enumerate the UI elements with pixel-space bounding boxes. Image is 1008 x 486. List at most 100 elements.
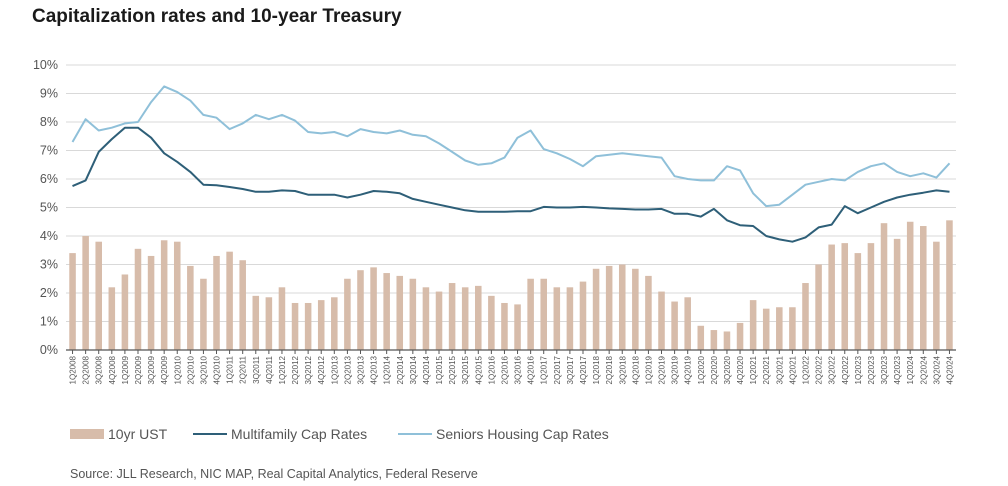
bar-10yr-ust — [802, 283, 809, 350]
x-tick-label: 4Q2021 — [788, 355, 797, 384]
x-tick-label: 3Q2016 — [514, 355, 523, 384]
x-tick-label: 4Q2009 — [160, 355, 169, 384]
bar-10yr-ust — [95, 241, 102, 350]
bar-10yr-ust — [658, 291, 665, 350]
bar-10yr-ust — [579, 281, 587, 350]
bar-10yr-ust — [540, 278, 547, 350]
x-tick-label: 3Q2022 — [828, 355, 837, 384]
x-tick-label: 1Q2022 — [802, 355, 811, 384]
x-tick-label: 4Q2011 — [265, 355, 274, 383]
legend-label: 10yr UST — [108, 426, 168, 442]
x-tick-label: 3Q2011 — [252, 355, 261, 383]
y-tick-label: 5% — [40, 201, 58, 215]
bar-10yr-ust — [160, 240, 168, 350]
bar-10yr-ust — [632, 268, 639, 350]
bar-10yr-ust — [239, 260, 246, 350]
bar-10yr-ust — [854, 253, 862, 350]
bar-10yr-ust — [461, 287, 469, 350]
bar-10yr-ust — [344, 278, 351, 350]
x-tick-label: 1Q2023 — [854, 355, 863, 384]
x-tick-label: 3Q2008 — [95, 355, 104, 384]
bar-10yr-ust — [448, 283, 456, 350]
bar-10yr-ust — [187, 265, 194, 350]
x-tick-label: 2Q2023 — [867, 355, 876, 384]
x-tick-label: 4Q2020 — [736, 355, 745, 384]
y-tick-label: 0% — [40, 343, 58, 357]
bar-10yr-ust — [920, 226, 927, 350]
x-tick-label: 1Q2021 — [749, 355, 758, 384]
x-tick-label: 4Q2024 — [946, 355, 955, 384]
y-tick-label: 6% — [40, 172, 58, 186]
y-tick-label: 1% — [40, 315, 58, 329]
x-tick-label: 4Q2014 — [422, 355, 431, 384]
y-tick-label: 4% — [40, 229, 58, 243]
x-tick-label: 2Q2014 — [396, 355, 405, 384]
x-tick-label: 4Q2019 — [684, 355, 693, 384]
bar-10yr-ust — [252, 295, 260, 350]
bar-10yr-ust — [749, 300, 757, 350]
bar-10yr-ust — [828, 244, 835, 350]
x-tick-label: 4Q2018 — [631, 355, 640, 384]
bar-10yr-ust — [933, 241, 940, 350]
x-tick-label: 4Q2013 — [370, 355, 379, 384]
x-tick-label: 1Q2024 — [906, 355, 915, 384]
x-tick-label: 4Q2016 — [527, 355, 536, 384]
x-tick-label: 1Q2012 — [278, 355, 287, 384]
x-tick-label: 3Q2010 — [199, 355, 208, 384]
bar-10yr-ust — [762, 308, 770, 350]
bar-10yr-ust — [147, 255, 155, 350]
x-tick-label: 1Q2011 — [226, 355, 235, 383]
bar-10yr-ust — [671, 301, 678, 350]
y-axis: 0% 1% 2% 3% 4% 5% 6% 7% 8% 9% 10% — [33, 58, 58, 357]
seniors-housing-cap-rate-line — [71, 85, 951, 208]
bar-10yr-ust — [789, 307, 796, 350]
bar-10yr-ust — [697, 325, 705, 350]
x-tick-label: 2Q2009 — [134, 355, 143, 384]
x-tick-label: 1Q2013 — [330, 355, 339, 384]
x-tick-label: 4Q2010 — [213, 355, 222, 384]
bar-10yr-ust — [422, 287, 430, 350]
source-note: Source: JLL Research, NIC MAP, Real Capi… — [70, 467, 478, 481]
bar-series — [69, 220, 953, 350]
bar-10yr-ust — [736, 322, 744, 350]
x-tick-label: 3Q2012 — [304, 355, 313, 384]
x-tick-label: 4Q2022 — [841, 355, 850, 384]
bar-10yr-ust — [776, 307, 783, 350]
legend-label: Multifamily Cap Rates — [231, 426, 367, 442]
x-tick-label: 3Q2021 — [775, 355, 784, 384]
y-tick-label: 8% — [40, 115, 58, 129]
x-tick-label: 2Q2022 — [815, 355, 824, 384]
x-tick-label: 4Q2017 — [579, 355, 588, 384]
x-tick-label: 2Q2019 — [658, 355, 667, 384]
x-tick-label: 1Q2020 — [697, 355, 706, 384]
bar-10yr-ust — [134, 248, 142, 350]
bar-10yr-ust — [841, 243, 849, 350]
bar-10yr-ust — [317, 300, 325, 350]
x-tick-label: 1Q2017 — [540, 355, 549, 384]
bar-10yr-ust — [69, 253, 76, 350]
bar-10yr-ust — [383, 273, 390, 350]
bar-10yr-ust — [331, 297, 338, 350]
x-tick-label: 3Q2009 — [147, 355, 156, 384]
x-tick-label: 2Q2020 — [710, 355, 719, 384]
x-tick-label: 3Q2024 — [932, 355, 941, 384]
bar-10yr-ust — [304, 302, 312, 350]
bar-10yr-ust — [723, 331, 731, 350]
x-tick-label: 3Q2014 — [409, 355, 418, 384]
chart-title: Capitalization rates and 10-year Treasur… — [32, 6, 402, 27]
bar-10yr-ust — [213, 255, 220, 350]
bar-10yr-ust — [265, 297, 273, 350]
line-series — [71, 85, 951, 243]
x-tick-label: 3Q2020 — [723, 355, 732, 384]
bar-10yr-ust — [357, 270, 364, 350]
bar-10yr-ust — [173, 241, 181, 350]
bar-10yr-ust — [226, 251, 233, 350]
bar-10yr-ust — [501, 302, 508, 350]
bar-10yr-ust — [527, 278, 534, 350]
y-tick-label: 10% — [33, 58, 58, 72]
bar-10yr-ust — [906, 221, 914, 350]
bar-10yr-ust — [370, 267, 377, 350]
x-tick-label: 2Q2008 — [82, 355, 91, 384]
bar-10yr-ust — [867, 243, 875, 350]
bar-10yr-ust — [880, 223, 888, 350]
